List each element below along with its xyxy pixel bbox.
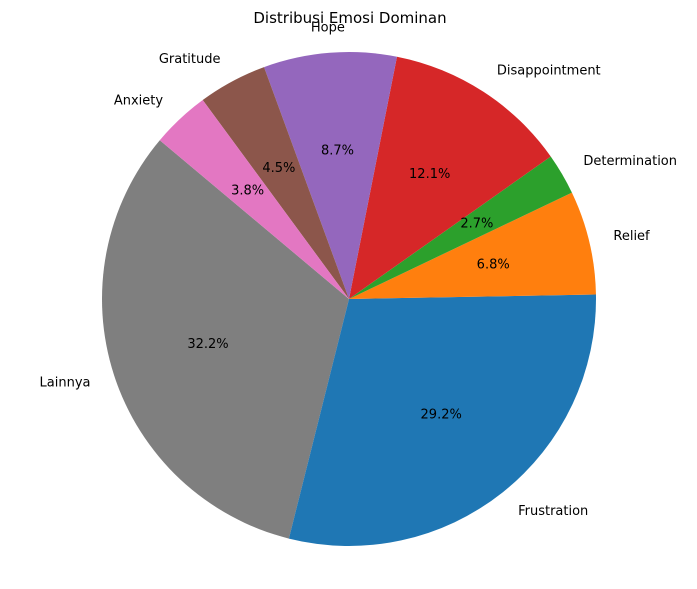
slice-hope (264, 51, 397, 300)
slice-lainnya (102, 140, 349, 539)
percent-label-frustration: 29.2% (421, 408, 462, 423)
category-label-anxiety: Anxiety (114, 93, 164, 108)
percent-label-hope: 8.7% (321, 144, 354, 159)
category-label-gratitude: Gratitude (159, 52, 221, 67)
slice-frustration (288, 294, 597, 547)
slice-anxiety (159, 99, 349, 300)
percent-labels: 32.2% 29.2% 6.8% 2.7% 12.1% 8.7% 4.5% 3.8% (187, 144, 509, 423)
category-label-lainnya: Lainnya (40, 375, 91, 390)
slice-gratitude (202, 67, 349, 299)
percent-label-lainnya: 32.2% (187, 337, 228, 352)
percent-label-relief: 6.8% (477, 258, 510, 273)
slice-determination (349, 156, 572, 299)
category-label-disappointment: Disappointment (497, 64, 601, 79)
category-label-hope: Hope (311, 21, 345, 36)
category-label-frustration: Frustration (518, 504, 588, 519)
percent-label-gratitude: 4.5% (262, 161, 295, 176)
category-label-determination: Determination (583, 154, 677, 169)
category-labels: Lainnya Frustration Relief Determination Dis… (40, 21, 677, 520)
percent-label-determination: 2.7% (460, 217, 493, 232)
slice-disappointment (349, 56, 551, 300)
percent-label-anxiety: 3.8% (231, 183, 264, 198)
pie-slices (102, 51, 597, 547)
category-label-relief: Relief (613, 229, 650, 244)
chart-title: Distribusi Emosi Dominan (253, 9, 446, 27)
percent-label-disappointment: 12.1% (409, 167, 450, 182)
slice-relief (349, 192, 596, 299)
